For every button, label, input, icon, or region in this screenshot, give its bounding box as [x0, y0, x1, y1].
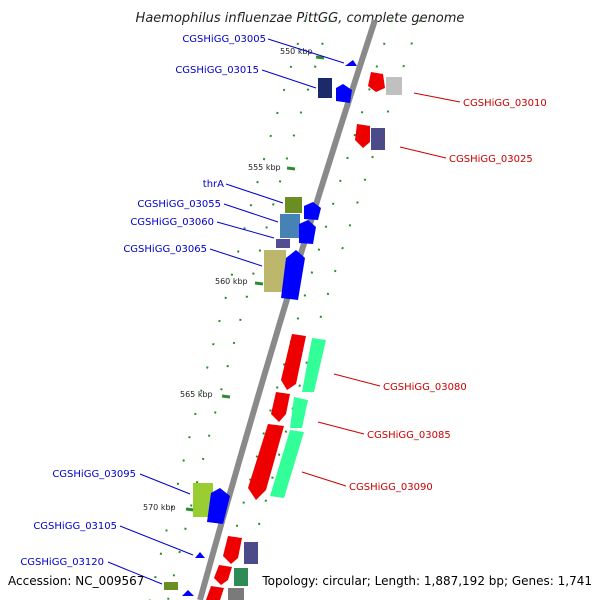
gene-thrA [285, 197, 302, 213]
label-thrA: thrA [203, 179, 224, 190]
gene-03055 [304, 202, 321, 220]
tick-label-560: 560 kbp [215, 277, 248, 286]
gene-03010-a [368, 72, 385, 92]
label-CGSHiGG_03010: CGSHiGG_03010 [463, 98, 547, 109]
leader-03105 [119, 525, 194, 556]
label-CGSHiGG_03080: CGSHiGG_03080 [383, 382, 467, 393]
outer-dotted-ring [237, 19, 421, 600]
outer-dotted-ring-2 [215, 19, 393, 600]
accession-text: Accession: NC_009567 [8, 574, 145, 588]
tick-550 [315, 55, 325, 60]
label-CGSHiGG_03105: CGSHiGG_03105 [33, 521, 117, 532]
label-CGSHiGG_03005: CGSHiGG_03005 [182, 34, 266, 45]
leader-03005 [267, 38, 345, 64]
leader-03065 [209, 248, 263, 267]
leader-03085 [317, 421, 365, 435]
reverse-labels: CGSHiGG_03010 CGSHiGG_03025 CGSHiGG_0308… [349, 98, 547, 493]
label-CGSHiGG_03055: CGSHiGG_03055 [137, 199, 221, 210]
label-CGSHiGG_03015: CGSHiGG_03015 [175, 65, 259, 76]
gene-03065-small [276, 239, 290, 248]
leader-03095 [139, 473, 191, 495]
tick-565 [221, 394, 231, 399]
map-title: Haemophilus influenzae PittGG, complete … [136, 11, 465, 26]
label-CGSHiGG_03085: CGSHiGG_03085 [367, 430, 451, 441]
gene-03080-a [281, 334, 306, 390]
gene-03120-b [182, 590, 194, 596]
gene-03080-b [302, 338, 326, 392]
leader-lines [107, 38, 461, 585]
gene-03025-b [371, 128, 385, 150]
gene-03115-a [214, 565, 232, 585]
gene-03065-b [281, 250, 305, 300]
gene-03060-a [280, 214, 300, 238]
leader-03060 [216, 221, 275, 239]
tick-label-555: 555 kbp [248, 163, 281, 172]
gene-03085-a [271, 392, 290, 422]
label-CGSHiGG_03065: CGSHiGG_03065 [123, 244, 207, 255]
gene-03025-a [355, 124, 370, 148]
label-CGSHiGG_03095: CGSHiGG_03095 [52, 469, 136, 480]
gene-03095-a [193, 483, 213, 517]
gene-03120-a [164, 582, 178, 590]
gene-03105 [195, 552, 205, 558]
gene-03110-a [223, 536, 242, 564]
tick-label-565: 565 kbp [180, 390, 213, 399]
leader-03090 [301, 471, 347, 487]
gene-03090-a [248, 424, 284, 500]
leader-03055 [223, 203, 279, 223]
gene-03010-b [386, 77, 402, 95]
tick-560 [254, 281, 264, 286]
gene-03095-b [207, 488, 230, 524]
topology-summary: Topology: circular; Length: 1,887,192 bp… [262, 574, 592, 588]
label-CGSHiGG_03090: CGSHiGG_03090 [349, 482, 433, 493]
leader-03025 [399, 146, 447, 159]
leader-thrA [225, 183, 284, 204]
forward-labels: CGSHiGG_03005 CGSHiGG_03015 thrA CGSHiGG… [20, 34, 266, 568]
gene-03065-a [264, 250, 286, 292]
gene-03110-b [244, 542, 258, 564]
gene-03090-b [270, 430, 304, 498]
gene-03015-b [336, 84, 352, 103]
tick-555 [286, 166, 296, 171]
reverse-genes [206, 72, 402, 600]
gene-03005 [345, 60, 357, 66]
inner-dotted-ring [167, 19, 331, 600]
leader-03080 [333, 373, 381, 387]
leader-03120 [107, 561, 163, 585]
gene-03125-b [228, 588, 244, 600]
forward-genes [164, 60, 357, 596]
genome-backbone [197, 19, 378, 600]
label-CGSHiGG_03120: CGSHiGG_03120 [20, 557, 104, 568]
tick-label-570: 570 kbp [143, 503, 176, 512]
gene-03115-b [234, 568, 248, 586]
scale-ticks [185, 55, 325, 512]
label-CGSHiGG_03060: CGSHiGG_03060 [130, 217, 214, 228]
label-CGSHiGG_03025: CGSHiGG_03025 [449, 154, 533, 165]
tick-570 [185, 507, 195, 512]
gene-03125-a [206, 586, 224, 600]
gene-03085-b [290, 397, 308, 428]
tick-label-550: 550 kbp [280, 47, 313, 56]
leader-03015 [261, 69, 317, 89]
leader-03010 [413, 92, 461, 103]
gene-03060-b [299, 220, 316, 244]
gene-03015-a [318, 78, 332, 98]
